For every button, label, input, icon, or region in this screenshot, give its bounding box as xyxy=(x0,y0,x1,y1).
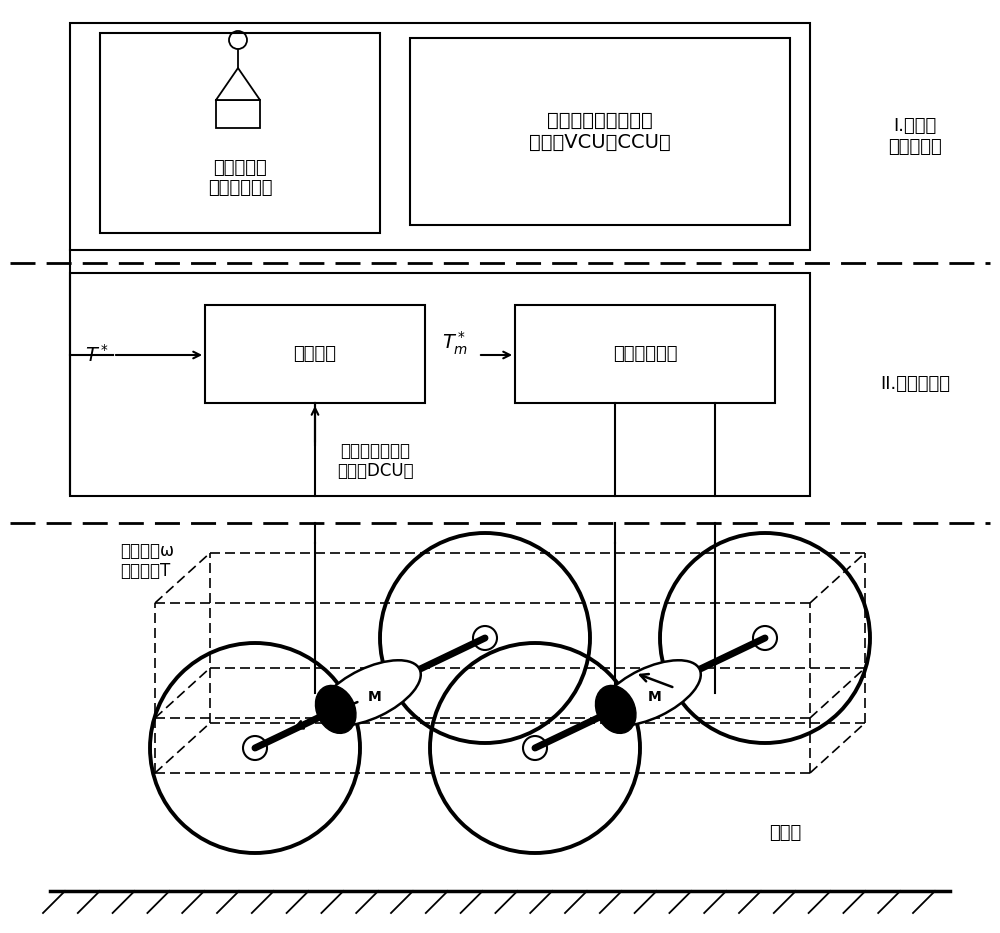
Bar xyxy=(205,305,425,403)
Text: 黏着控制: 黏着控制 xyxy=(294,345,336,363)
Bar xyxy=(515,305,775,403)
Bar xyxy=(70,273,810,496)
Text: I.列车及
车辆级控制: I.列车及 车辆级控制 xyxy=(888,118,942,156)
Ellipse shape xyxy=(319,661,421,726)
Text: 司机控制器
及各指令开关: 司机控制器 及各指令开关 xyxy=(208,159,272,198)
Ellipse shape xyxy=(599,661,701,726)
Text: 转向架: 转向架 xyxy=(769,824,801,842)
Text: $T_m^*$: $T_m^*$ xyxy=(442,329,468,356)
Bar xyxy=(410,38,790,225)
Text: 牵引电机控制: 牵引电机控制 xyxy=(613,345,677,363)
Text: 列车网络控制与诊断
单元（VCU或CCU）: 列车网络控制与诊断 单元（VCU或CCU） xyxy=(529,111,671,152)
Bar xyxy=(216,100,260,128)
Text: 牵引变流器控制
系统（DCU）: 牵引变流器控制 系统（DCU） xyxy=(337,441,413,480)
Text: M: M xyxy=(368,690,382,704)
Text: $T^*$: $T^*$ xyxy=(85,344,109,366)
Text: M: M xyxy=(648,690,662,704)
Ellipse shape xyxy=(595,686,636,733)
Bar xyxy=(70,23,810,250)
Ellipse shape xyxy=(315,686,356,733)
Text: 电机转速ω
电机转矩T: 电机转速ω 电机转矩T xyxy=(120,541,174,580)
Bar xyxy=(100,33,380,233)
Text: II.传动级控制: II.传动级控制 xyxy=(880,375,950,394)
Polygon shape xyxy=(216,68,260,100)
